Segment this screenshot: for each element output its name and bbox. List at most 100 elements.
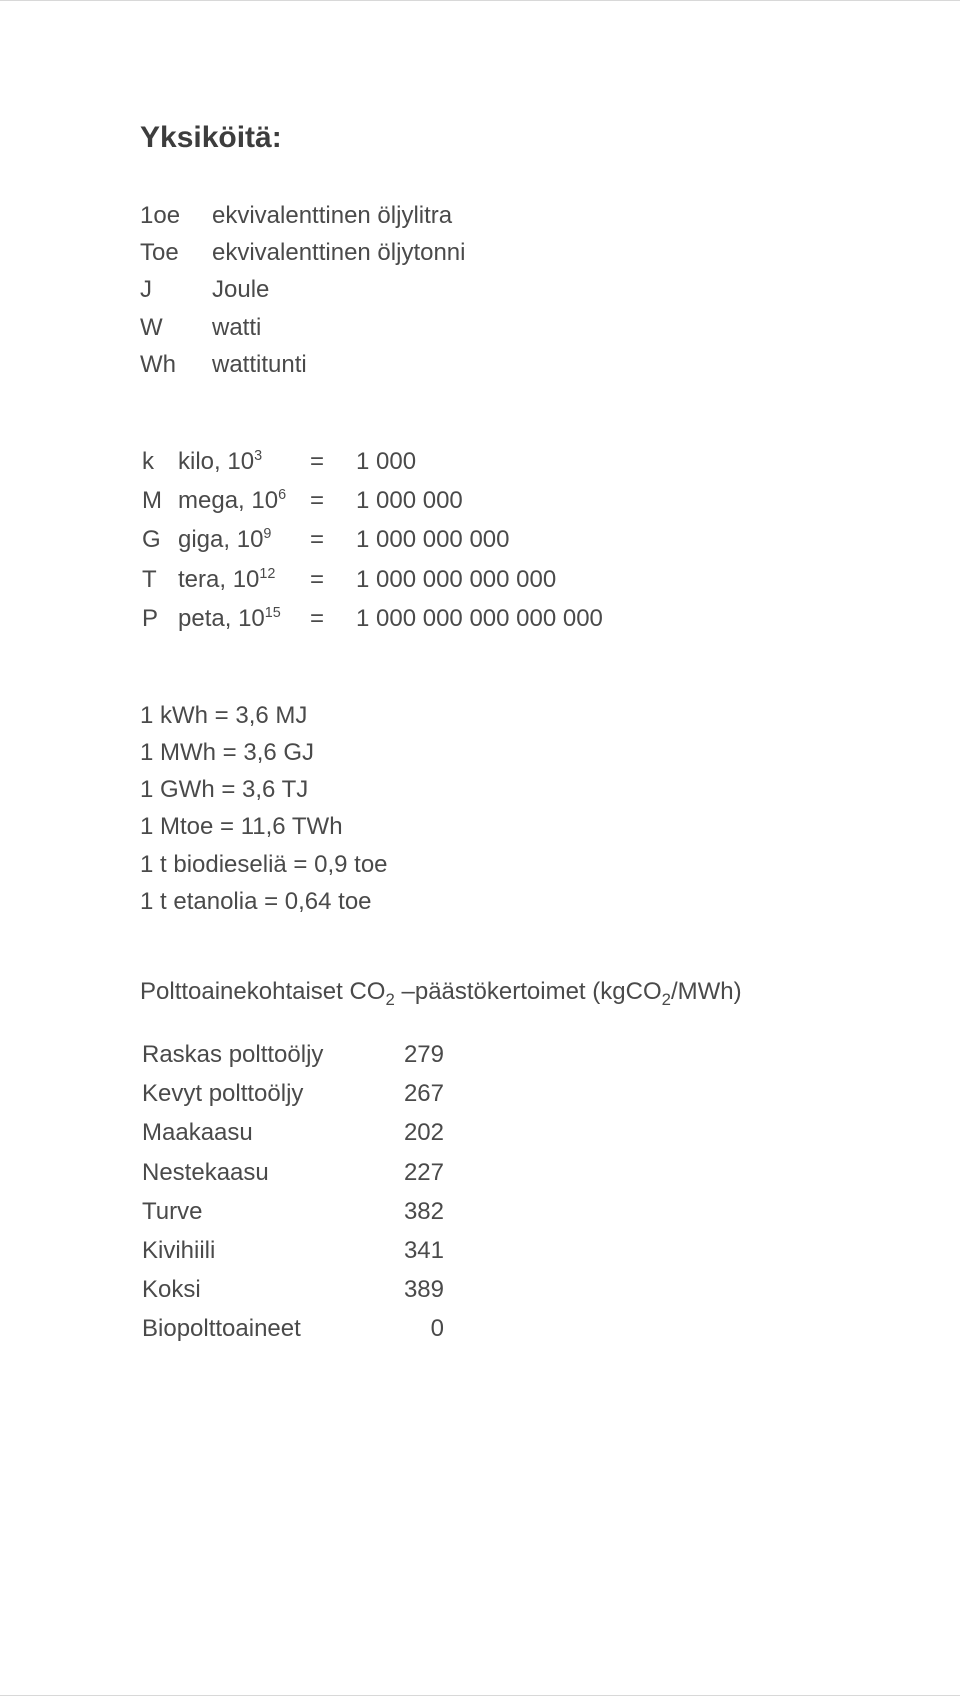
prefix-value: 1 000 bbox=[356, 443, 603, 480]
table-row: W watti bbox=[140, 309, 466, 346]
table-row: G giga, 109 = 1 000 000 000 bbox=[142, 521, 603, 558]
equivalent-line: 1 MWh = 3,6 GJ bbox=[140, 734, 830, 771]
fuel-name: Turve bbox=[142, 1193, 382, 1230]
equivalent-line: 1 GWh = 3,6 TJ bbox=[140, 771, 830, 808]
fuel-name: Biopolttoaineet bbox=[142, 1310, 382, 1347]
equivalent-line: 1 t etanolia = 0,64 toe bbox=[140, 883, 830, 920]
prefix-name-power: tera, 1012 bbox=[178, 561, 308, 598]
table-row: Kivihiili 341 bbox=[142, 1232, 444, 1269]
unit-symbol: Wh bbox=[140, 346, 212, 383]
prefix-exponent: 15 bbox=[265, 605, 281, 621]
prefix-name-power: giga, 109 bbox=[178, 521, 308, 558]
table-row: P peta, 1015 = 1 000 000 000 000 000 bbox=[142, 600, 603, 637]
emissions-title-subscript: 2 bbox=[385, 990, 394, 1009]
fuel-name: Raskas polttoöljy bbox=[142, 1036, 382, 1073]
prefix-base: 10 bbox=[251, 487, 278, 514]
table-row: Wh wattitunti bbox=[140, 346, 466, 383]
table-row: Raskas polttoöljy 279 bbox=[142, 1036, 444, 1073]
table-row: Nestekaasu 227 bbox=[142, 1154, 444, 1191]
document-page: Yksiköitä: 1oe ekvivalenttinen öljylitra… bbox=[0, 0, 960, 1696]
equals-sign: = bbox=[310, 600, 354, 637]
table-row: J Joule bbox=[140, 271, 466, 308]
si-prefix-table: k kilo, 103 = 1 000 M mega, 106 = 1 000 … bbox=[140, 441, 605, 639]
table-row: Koksi 389 bbox=[142, 1271, 444, 1308]
emissions-title-part: Polttoainekohtaiset CO bbox=[140, 978, 385, 1005]
emission-value: 341 bbox=[384, 1232, 444, 1269]
prefix-name: giga, bbox=[178, 526, 230, 553]
equivalent-line: 1 kWh = 3,6 MJ bbox=[140, 697, 830, 734]
table-row: Turve 382 bbox=[142, 1193, 444, 1230]
equals-sign: = bbox=[310, 443, 354, 480]
fuel-name: Nestekaasu bbox=[142, 1154, 382, 1191]
emissions-block: Polttoainekohtaiset CO2 –päästökertoimet… bbox=[140, 978, 830, 1350]
equals-sign: = bbox=[310, 561, 354, 598]
unit-definition: wattitunti bbox=[212, 346, 466, 383]
fuel-name: Kivihiili bbox=[142, 1232, 382, 1269]
units-block: 1oe ekvivalenttinen öljylitra Toe ekviva… bbox=[140, 197, 830, 383]
emission-value: 382 bbox=[384, 1193, 444, 1230]
equals-sign: = bbox=[310, 521, 354, 558]
prefix-symbol: P bbox=[142, 600, 176, 637]
table-row: Toe ekvivalenttinen öljytonni bbox=[140, 234, 466, 271]
unit-symbol: 1oe bbox=[140, 197, 212, 234]
table-row: 1oe ekvivalenttinen öljylitra bbox=[140, 197, 466, 234]
prefix-name-power: mega, 106 bbox=[178, 482, 308, 519]
emission-value: 389 bbox=[384, 1271, 444, 1308]
emission-value: 267 bbox=[384, 1075, 444, 1112]
prefix-value: 1 000 000 000 000 000 bbox=[356, 600, 603, 637]
table-row: M mega, 106 = 1 000 000 bbox=[142, 482, 603, 519]
table-row: k kilo, 103 = 1 000 bbox=[142, 443, 603, 480]
unit-symbol: W bbox=[140, 309, 212, 346]
prefix-base: 10 bbox=[237, 526, 264, 553]
prefix-symbol: k bbox=[142, 443, 176, 480]
table-row: Kevyt polttoöljy 267 bbox=[142, 1075, 444, 1112]
prefix-exponent: 9 bbox=[263, 526, 271, 542]
prefix-symbol: G bbox=[142, 521, 176, 558]
prefix-base: 10 bbox=[233, 566, 260, 593]
unit-definition: watti bbox=[212, 309, 466, 346]
emission-value: 227 bbox=[384, 1154, 444, 1191]
unit-definition: Joule bbox=[212, 271, 466, 308]
emissions-title-part: /MWh) bbox=[671, 978, 742, 1005]
prefix-name-power: peta, 1015 bbox=[178, 600, 308, 637]
equivalent-line: 1 t biodieseliä = 0,9 toe bbox=[140, 846, 830, 883]
prefix-base: 10 bbox=[227, 448, 254, 475]
prefix-name: tera, bbox=[178, 566, 226, 593]
emissions-title-subscript: 2 bbox=[662, 990, 671, 1009]
prefix-value: 1 000 000 bbox=[356, 482, 603, 519]
prefix-symbol: T bbox=[142, 561, 176, 598]
table-row: T tera, 1012 = 1 000 000 000 000 bbox=[142, 561, 603, 598]
prefix-exponent: 6 bbox=[278, 487, 286, 503]
unit-symbol: Toe bbox=[140, 234, 212, 271]
fuel-name: Koksi bbox=[142, 1271, 382, 1308]
prefix-name-power: kilo, 103 bbox=[178, 443, 308, 480]
emissions-heading: Polttoainekohtaiset CO2 –päästökertoimet… bbox=[140, 978, 830, 1006]
emissions-title-part: –päästökertoimet (kgCO bbox=[395, 978, 662, 1005]
table-row: Maakaasu 202 bbox=[142, 1114, 444, 1151]
equals-sign: = bbox=[310, 482, 354, 519]
emissions-table: Raskas polttoöljy 279 Kevyt polttoöljy 2… bbox=[140, 1034, 446, 1350]
unit-definition: ekvivalenttinen öljylitra bbox=[212, 197, 466, 234]
fuel-name: Kevyt polttoöljy bbox=[142, 1075, 382, 1112]
prefix-name: kilo, bbox=[178, 448, 221, 475]
prefix-value: 1 000 000 000 bbox=[356, 521, 603, 558]
emission-value: 0 bbox=[384, 1310, 444, 1347]
prefix-symbol: M bbox=[142, 482, 176, 519]
equivalents-block: 1 kWh = 3,6 MJ 1 MWh = 3,6 GJ 1 GWh = 3,… bbox=[140, 697, 830, 920]
unit-abbrev-table: 1oe ekvivalenttinen öljylitra Toe ekviva… bbox=[140, 197, 466, 383]
unit-definition: ekvivalenttinen öljytonni bbox=[212, 234, 466, 271]
prefix-value: 1 000 000 000 000 bbox=[356, 561, 603, 598]
prefix-name: peta, bbox=[178, 605, 231, 632]
emission-value: 202 bbox=[384, 1114, 444, 1151]
prefix-base: 10 bbox=[238, 605, 265, 632]
prefixes-block: k kilo, 103 = 1 000 M mega, 106 = 1 000 … bbox=[140, 441, 830, 639]
page-title: Yksiköitä: bbox=[140, 121, 830, 155]
prefix-exponent: 12 bbox=[259, 566, 275, 582]
prefix-name: mega, bbox=[178, 487, 245, 514]
unit-symbol: J bbox=[140, 271, 212, 308]
emission-value: 279 bbox=[384, 1036, 444, 1073]
table-row: Biopolttoaineet 0 bbox=[142, 1310, 444, 1347]
prefix-exponent: 3 bbox=[254, 448, 262, 464]
fuel-name: Maakaasu bbox=[142, 1114, 382, 1151]
equivalent-line: 1 Mtoe = 11,6 TWh bbox=[140, 808, 830, 845]
